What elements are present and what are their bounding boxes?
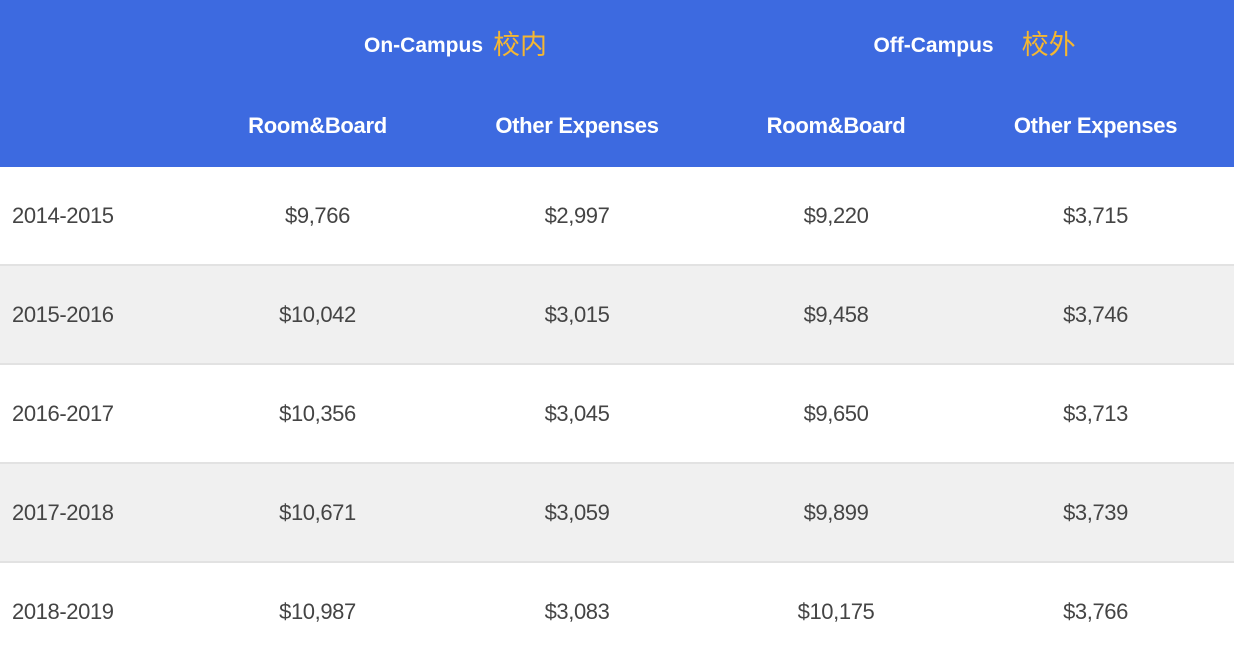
year-column-header bbox=[0, 84, 196, 167]
column-header: Room&Board bbox=[715, 84, 958, 167]
on-campus-room-board-cell: $10,356 bbox=[196, 364, 439, 464]
year-cell: 2014-2015 bbox=[0, 167, 196, 266]
table-body: 2014-2015 $9,766 $2,997 $9,220 $3,715 20… bbox=[0, 167, 1234, 660]
off-campus-other-cell: $3,739 bbox=[957, 463, 1234, 563]
on-campus-group-header: On-Campus 校内 bbox=[196, 0, 716, 84]
on-campus-other-cell: $3,015 bbox=[439, 265, 716, 365]
year-cell: 2018-2019 bbox=[0, 562, 196, 660]
off-campus-room-board-cell: $10,175 bbox=[715, 562, 958, 660]
empty-corner-cell bbox=[0, 0, 196, 84]
group-header-row: On-Campus 校内 Off-Campus 校外 bbox=[0, 0, 1234, 84]
off-campus-room-board-cell: $9,458 bbox=[715, 265, 958, 365]
on-campus-room-board-cell: $9,766 bbox=[196, 167, 439, 266]
off-campus-other-cell: $3,713 bbox=[957, 364, 1234, 464]
off-campus-group-header: Off-Campus 校外 bbox=[715, 0, 1234, 84]
on-campus-other-cell: $2,997 bbox=[439, 167, 716, 266]
off-campus-other-cell: $3,746 bbox=[957, 265, 1234, 365]
on-campus-label: On-Campus bbox=[364, 33, 484, 57]
off-campus-other-cell: $3,715 bbox=[957, 167, 1234, 266]
on-campus-room-board-cell: $10,671 bbox=[196, 463, 439, 563]
on-campus-other-cell: $3,083 bbox=[439, 562, 716, 660]
table-header: On-Campus 校内 Off-Campus 校外 Room&Board Othe… bbox=[0, 0, 1234, 167]
column-header: Room&Board bbox=[196, 84, 439, 167]
table-row: 2014-2015 $9,766 $2,997 $9,220 $3,715 bbox=[0, 167, 1234, 266]
on-campus-room-board-cell: $10,987 bbox=[196, 562, 439, 660]
column-header-row: Room&Board Other Expenses Room&Board Oth… bbox=[0, 84, 1234, 167]
column-header: Other Expenses bbox=[957, 84, 1234, 167]
table-row: 2015-2016 $10,042 $3,015 $9,458 $3,746 bbox=[0, 265, 1234, 365]
table-row: 2017-2018 $10,671 $3,059 $9,899 $3,739 bbox=[0, 463, 1234, 563]
year-cell: 2015-2016 bbox=[0, 265, 196, 365]
off-campus-room-board-cell: $9,650 bbox=[715, 364, 958, 464]
on-campus-room-board-cell: $10,042 bbox=[196, 265, 439, 365]
on-campus-other-cell: $3,059 bbox=[439, 463, 716, 563]
table-row: 2016-2017 $10,356 $3,045 $9,650 $3,713 bbox=[0, 364, 1234, 464]
off-campus-room-board-cell: $9,899 bbox=[715, 463, 958, 563]
on-campus-chinese-label: 校内 bbox=[493, 29, 548, 61]
year-cell: 2017-2018 bbox=[0, 463, 196, 563]
off-campus-chinese-label: 校外 bbox=[1021, 29, 1076, 61]
off-campus-label: Off-Campus bbox=[873, 33, 994, 57]
year-cell: 2016-2017 bbox=[0, 364, 196, 464]
column-header: Other Expenses bbox=[439, 84, 716, 167]
table-row: 2018-2019 $10,987 $3,083 $10,175 $3,766 bbox=[0, 562, 1234, 660]
off-campus-other-cell: $3,766 bbox=[957, 562, 1234, 660]
on-campus-other-cell: $3,045 bbox=[439, 364, 716, 464]
off-campus-room-board-cell: $9,220 bbox=[715, 167, 958, 266]
